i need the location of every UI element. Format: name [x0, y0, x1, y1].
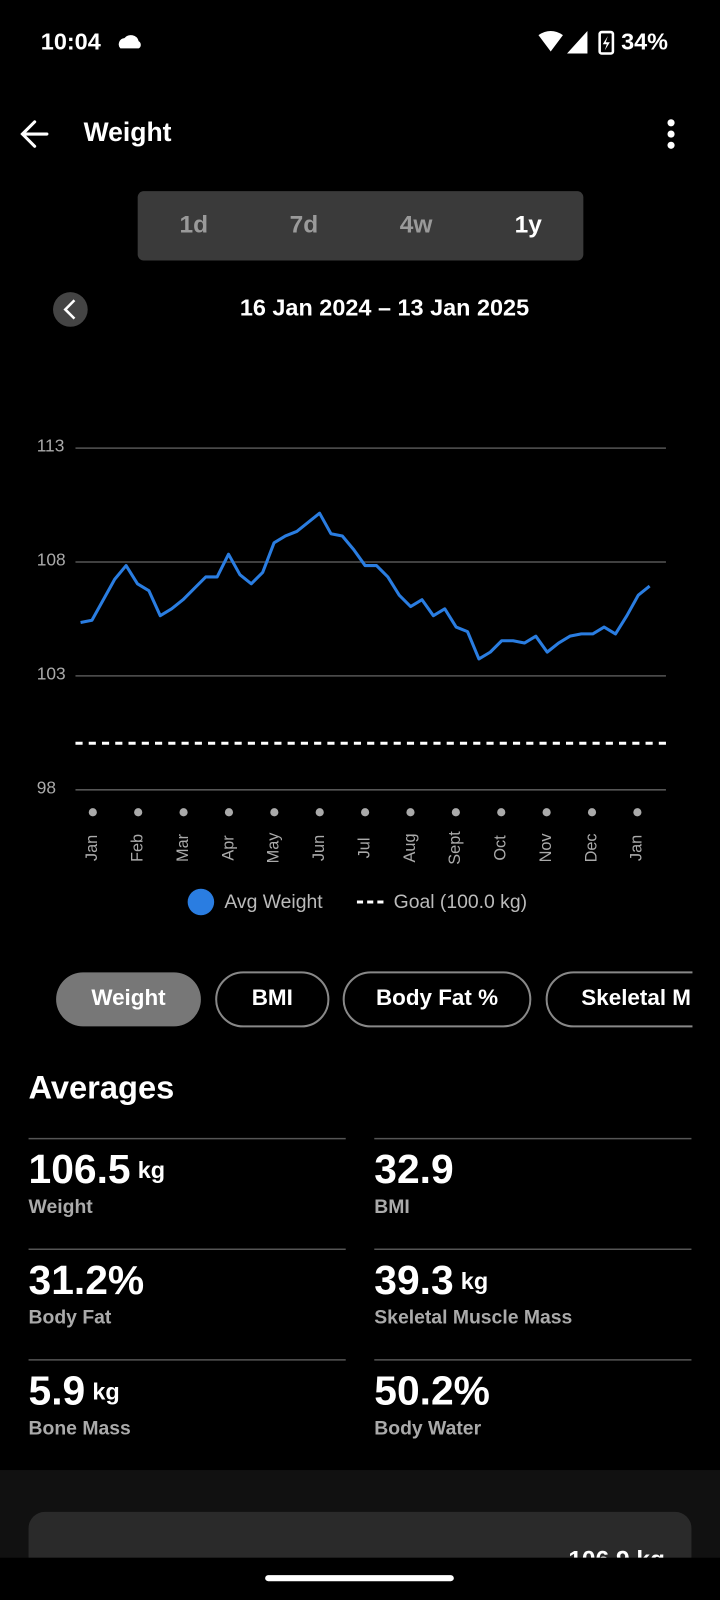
metric-chip[interactable] — [215, 971, 330, 1028]
period-tab[interactable]: 7d — [290, 211, 319, 238]
x-tick-dot — [179, 808, 188, 817]
date-range: 16 Jan 2024 – 13 Jan 2025 — [240, 295, 529, 321]
card — [28, 1511, 692, 1558]
period-tab[interactable]: 1y — [515, 211, 543, 238]
x-tick-dot — [497, 808, 506, 817]
more-menu[interactable] — [667, 119, 675, 149]
average-value: 32.9 — [374, 1146, 453, 1192]
x-tick-dot — [315, 808, 324, 817]
x-tick-dot — [451, 808, 460, 817]
x-tick-dot — [224, 808, 234, 817]
average-value: 5.9 kg — [29, 1367, 120, 1413]
page-title: Weight — [84, 117, 172, 147]
metric-chips: Weight BMI Body Fat % Skeletal M — [56, 971, 720, 1028]
series-line — [80, 511, 651, 661]
average-value: 39.3 kg — [374, 1257, 488, 1303]
x-tick-label: Feb — [128, 834, 146, 862]
x-tick-dot — [361, 808, 370, 817]
x-tick-label: Mar — [174, 833, 192, 862]
x-tick-label: Aug — [401, 833, 419, 862]
legend-label: Goal (100.0 kg) — [394, 891, 527, 913]
metric-chip[interactable] — [56, 972, 201, 1027]
average-value: 50.2% — [374, 1367, 490, 1413]
cloud-icon — [118, 35, 141, 49]
legend-label: Avg Weight — [224, 891, 323, 913]
averages-title: Averages — [29, 1068, 175, 1105]
summary-value: 106.9 kg — [568, 1546, 665, 1573]
average-label: BMI — [374, 1196, 410, 1218]
legend-swatch — [187, 888, 215, 916]
period-tabs — [137, 191, 584, 261]
x-tick-label: Jul — [355, 838, 373, 859]
average-number: 5.9 — [29, 1367, 86, 1413]
x-tick-label: Nov — [537, 833, 555, 863]
x-tick-dot — [406, 808, 415, 817]
period-tab[interactable]: 4w — [400, 211, 434, 238]
x-tick-label: Apr — [219, 835, 237, 861]
metric-chip-label[interactable]: BMI — [252, 985, 293, 1010]
average-label: Bone Mass — [29, 1417, 131, 1439]
average-number: 31.2% — [29, 1257, 145, 1303]
x-tick-dot — [88, 808, 97, 817]
back-button[interactable] — [20, 120, 49, 148]
wifi-icon — [538, 31, 563, 52]
average-number: 106.5 — [29, 1146, 131, 1192]
x-tick-dot — [270, 808, 279, 817]
metric-chip-label[interactable]: Skeletal M — [581, 985, 691, 1010]
x-tick-label: Jan — [83, 835, 101, 861]
average-value: 31.2% — [29, 1257, 145, 1303]
period-tab[interactable]: 1d — [179, 211, 208, 238]
average-number: 32.9 — [374, 1146, 453, 1192]
y-tick-label: 98 — [37, 777, 56, 797]
average-label: Skeletal Muscle Mass — [374, 1307, 572, 1329]
battery-bolt — [602, 36, 610, 51]
x-tick-label: Sept — [446, 831, 464, 865]
status-time: 10:04 — [41, 28, 101, 54]
home-indicator[interactable] — [265, 1575, 454, 1582]
x-tick-dot — [587, 808, 597, 817]
average-label: Body Water — [374, 1417, 481, 1439]
x-tick-dot — [134, 808, 143, 817]
metric-chip[interactable] — [545, 971, 720, 1028]
signal-icon — [567, 31, 588, 54]
x-tick-label: Dec — [582, 833, 600, 862]
average-label: Weight — [29, 1196, 94, 1218]
y-tick-label: 108 — [37, 550, 66, 570]
x-tick-label: Jan — [628, 835, 646, 861]
x-tick-label: May — [265, 832, 283, 864]
average-label: Body Fat — [29, 1307, 112, 1329]
average-number: 50.2% — [374, 1367, 490, 1413]
x-tick-dot — [633, 808, 642, 817]
average-unit: kg — [461, 1268, 488, 1294]
battery-icon — [598, 30, 615, 55]
y-tick-label: 103 — [37, 663, 66, 683]
summary-card: 106.9 kg — [28, 1511, 692, 1573]
average-number: 39.3 — [374, 1257, 453, 1303]
x-tick-label: Oct — [492, 835, 510, 861]
battery-level: 34% — [621, 28, 668, 54]
x-tick-dot — [542, 808, 551, 817]
x-tick-label: Jun — [310, 835, 328, 861]
average-value: 106.5 kg — [29, 1146, 166, 1192]
average-unit: kg — [92, 1379, 119, 1405]
metric-chip-label[interactable]: Weight — [91, 985, 166, 1010]
prev-period[interactable] — [53, 292, 88, 327]
y-tick-label: 113 — [37, 436, 65, 456]
metric-chip-label[interactable]: Body Fat % — [376, 985, 498, 1010]
metric-chip[interactable] — [342, 971, 532, 1028]
average-unit: kg — [138, 1157, 165, 1183]
